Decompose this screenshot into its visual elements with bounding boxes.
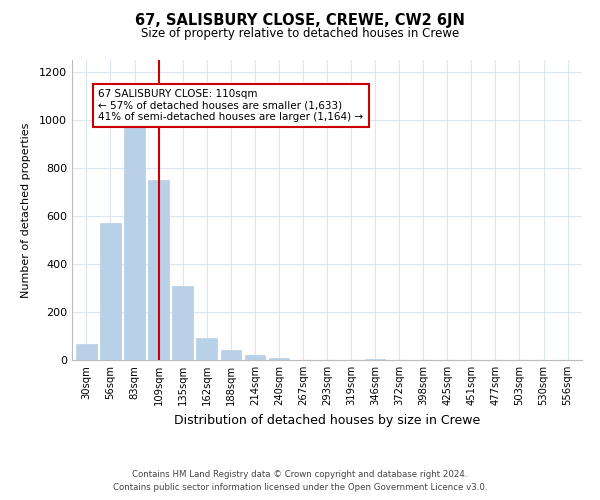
Text: Contains HM Land Registry data © Crown copyright and database right 2024.
Contai: Contains HM Land Registry data © Crown c… — [113, 470, 487, 492]
Bar — [221, 350, 241, 360]
Bar — [124, 119, 145, 360]
Bar — [172, 286, 193, 360]
Y-axis label: Number of detached properties: Number of detached properties — [20, 122, 31, 298]
Bar — [196, 338, 217, 360]
Text: Size of property relative to detached houses in Crewe: Size of property relative to detached ho… — [141, 28, 459, 40]
Bar — [269, 358, 289, 360]
Text: 67 SALISBURY CLOSE: 110sqm
← 57% of detached houses are smaller (1,633)
41% of s: 67 SALISBURY CLOSE: 110sqm ← 57% of deta… — [98, 89, 364, 122]
Bar — [100, 223, 121, 360]
Bar — [148, 180, 169, 360]
Text: 67, SALISBURY CLOSE, CREWE, CW2 6JN: 67, SALISBURY CLOSE, CREWE, CW2 6JN — [135, 12, 465, 28]
Bar — [365, 359, 385, 360]
X-axis label: Distribution of detached houses by size in Crewe: Distribution of detached houses by size … — [174, 414, 480, 426]
Bar — [245, 355, 265, 360]
Bar — [76, 344, 97, 360]
